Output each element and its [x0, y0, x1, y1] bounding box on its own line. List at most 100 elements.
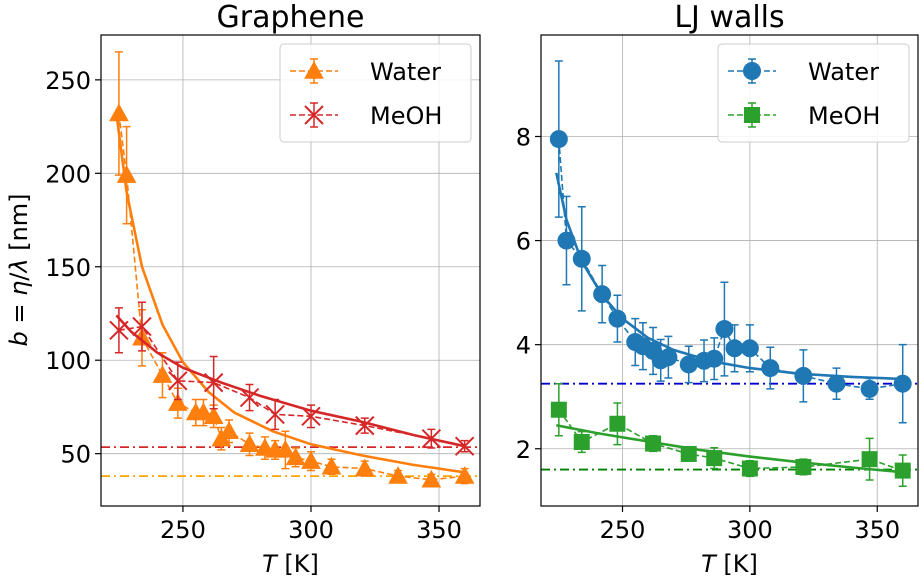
lj-walls-legend-box [717, 43, 910, 143]
graphene-legend-meoh-marker [304, 105, 324, 125]
graphene-legend-entry-meoh: MeOH [290, 102, 442, 130]
graphene-water-point-13 [275, 439, 296, 458]
lj-walls-meoh-point-3 [645, 435, 662, 452]
lj-walls-x-axis-label: T [K] [701, 550, 758, 578]
graphene-reference-lines [101, 446, 480, 477]
graphene-water-point-9 [219, 421, 239, 439]
graphene-water-point-20 [454, 466, 475, 484]
lj-walls-reference-lines [541, 382, 918, 471]
lj-walls-y-tick-label-6: 6 [516, 228, 531, 256]
graphene-y-tick-label-250: 250 [45, 67, 91, 95]
lj-walls-water-point-2 [572, 249, 591, 268]
lj-walls-water-point-16 [761, 359, 780, 378]
lj-walls-water-point-14 [725, 339, 744, 358]
lj-walls-meoh-point-2 [609, 415, 626, 432]
lj-walls-y-tick-label-8: 8 [516, 123, 531, 151]
lj-walls-x-tick-label-350: 350 [854, 516, 900, 544]
lj-walls-meoh-point-1 [573, 433, 590, 450]
lj-walls-water-point-18 [827, 374, 846, 393]
lj-walls-meoh-point-0 [550, 401, 567, 418]
lj-walls-y-tick-label-2: 2 [516, 436, 531, 464]
lj-walls-water-point-20 [893, 374, 912, 393]
lj-walls-meoh-point-7 [795, 458, 812, 475]
graphene-meoh-point-2 [168, 371, 188, 391]
graphene-legend-entry-water: Water [290, 58, 441, 86]
graphene-water-point-19 [421, 469, 442, 488]
graphene-title: Graphene [217, 0, 365, 35]
graphene-y-tick-label-200: 200 [45, 160, 91, 188]
lj-walls-water-point-15 [740, 339, 759, 358]
graphene-meoh-data-line [118, 325, 465, 447]
lj-walls-meoh-point-5 [706, 450, 723, 467]
graphene-y-tick-label-150: 150 [45, 254, 91, 282]
lj-walls-legend-meoh-marker [744, 107, 760, 123]
lj-walls-water-point-17 [794, 366, 813, 385]
graphene-meoh-point-1 [132, 316, 152, 337]
lj-walls-water-point-3 [593, 285, 612, 304]
lj-walls-ticks: 250 300 350 2 4 6 8 [516, 123, 900, 544]
graphene-axes-frame [100, 34, 481, 507]
lj-walls-legend-entry-meoh: MeOH [728, 102, 880, 130]
graphene-y-tick-label-100: 100 [45, 347, 91, 375]
graphene-water-point-4 [167, 393, 188, 411]
lj-walls-y-tick-label-4: 4 [516, 332, 531, 360]
lj-walls-water-point-13 [715, 320, 734, 339]
graphene-x-tick-label-250: 250 [160, 516, 206, 544]
graphene-water-point-18 [388, 466, 408, 484]
graphene-water-point-10 [239, 434, 260, 453]
lj-walls-water-data-line [558, 139, 903, 390]
graphene-meoh-point-5 [265, 404, 285, 425]
graphene-meoh-point-0 [109, 320, 129, 341]
lj-walls-meoh-fit-curve [556, 424, 903, 474]
graphene-series-water [109, 51, 475, 488]
graphene-water-point-14 [285, 447, 306, 466]
lj-walls-series-water [549, 60, 912, 424]
graphene-ticks: 250 300 350 50 100 150 200 250 [45, 67, 462, 544]
lj-walls-meoh-data-line [558, 409, 903, 472]
graphene-meoh-point-8 [421, 429, 442, 449]
graphene-series [109, 51, 475, 488]
lj-walls-meoh-point-8 [861, 451, 878, 468]
graphene-meoh-point-4 [239, 387, 260, 408]
lj-walls-water-point-0 [549, 130, 568, 149]
graphene-water-fit-curve [115, 113, 465, 474]
lj-walls-water-point-4 [608, 309, 627, 328]
lj-walls-panel: 250 300 350 2 4 6 8 LJ walls T [K] Water MeOH [516, 0, 919, 578]
lj-walls-axes-frame [540, 34, 919, 507]
graphene-legend-water-marker [304, 60, 324, 79]
lj-walls-water-point-12 [705, 349, 724, 368]
lj-walls-title: LJ walls [674, 0, 784, 35]
lj-walls-water-point-10 [679, 355, 698, 374]
lj-walls-x-tick-label-250: 250 [600, 516, 646, 544]
graphene-meoh-point-7 [355, 415, 375, 436]
graphene-x-tick-label-350: 350 [416, 516, 462, 544]
lj-walls-legend-meoh-label: MeOH [808, 102, 880, 130]
lj-walls-water-point-9 [659, 348, 678, 367]
lj-walls-meoh-point-6 [741, 460, 758, 477]
graphene-x-axis-label: T [K] [262, 550, 319, 578]
graphene-water-point-17 [354, 458, 375, 477]
graphene-water-point-6 [193, 402, 214, 421]
lj-walls-legend: Water MeOH [717, 43, 910, 143]
graphene-y-tick-label-50: 50 [60, 441, 91, 469]
graphene-legend-water-label: Water [370, 58, 441, 86]
lj-walls-water-point-19 [860, 379, 879, 398]
graphene-series-meoh [109, 301, 475, 456]
graphene-water-point-3 [152, 365, 173, 383]
graphene-water-point-16 [321, 456, 342, 475]
graphene-meoh-point-3 [203, 372, 224, 393]
graphene-legend-meoh-label: MeOH [370, 102, 442, 130]
lj-walls-legend-entry-water: Water [728, 58, 879, 86]
lj-walls-water-point-1 [557, 231, 576, 250]
lj-walls-legend-water-marker [743, 62, 761, 80]
lj-walls-meoh-point-4 [680, 445, 697, 462]
graphene-water-point-15 [301, 451, 321, 469]
graphene-x-tick-label-300: 300 [288, 516, 334, 544]
graphene-water-point-1 [116, 165, 137, 183]
lj-walls-legend-water-label: Water [808, 58, 879, 86]
graphene-legend-box [279, 43, 472, 143]
graphene-water-point-7 [203, 406, 224, 424]
graphene-legend: Water MeOH [279, 43, 472, 143]
graphene-panel: 250 300 350 50 100 150 200 250 Graphene T [K] b… [5, 0, 481, 578]
